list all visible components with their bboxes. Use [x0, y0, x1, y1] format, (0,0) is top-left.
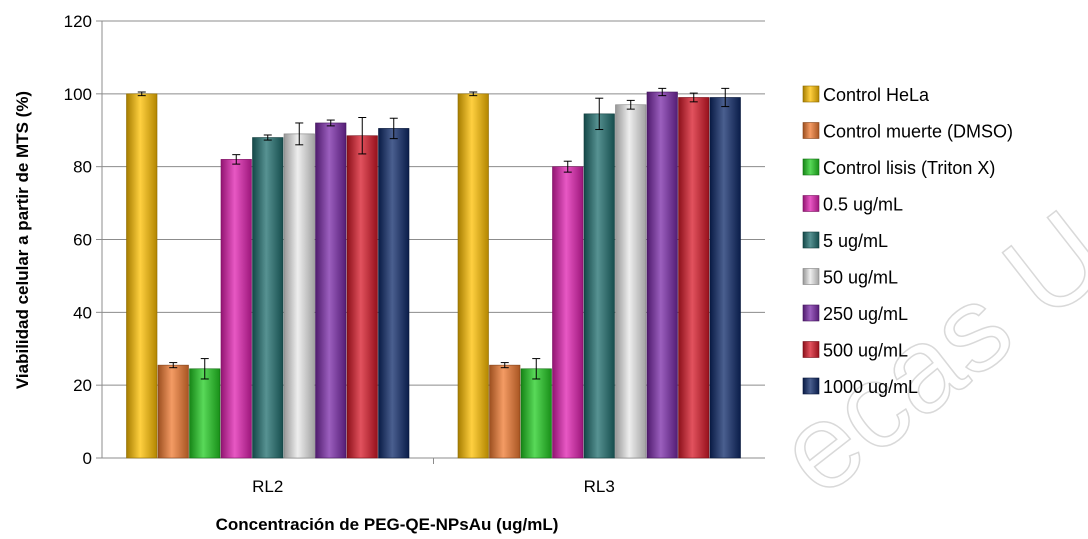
legend-label: Control muerte (DMSO): [823, 122, 1013, 142]
error-bar: [326, 119, 335, 127]
legend-swatch: [802, 268, 820, 285]
error-bar: [169, 362, 178, 369]
x-axis-categories: RL2 RL3: [252, 458, 615, 496]
bar-RL3-Control lisis (Triton X): [520, 368, 552, 459]
bar-RL3-1000 ug/mL: [709, 97, 741, 459]
bar-RL2-Control muerte (DMSO): [157, 364, 189, 459]
y-tick-label: 120: [64, 12, 92, 31]
error-bar: [532, 358, 541, 380]
legend-swatch: [802, 341, 820, 358]
legend-swatch: [802, 231, 820, 249]
bar-RL2-Control lisis (Triton X): [189, 368, 221, 459]
error-bar: [389, 117, 398, 140]
error-bar: [469, 91, 478, 97]
error-bar: [200, 358, 209, 380]
legend-item: Control muerte (DMSO): [802, 122, 1013, 142]
bar-RL2-500 ug/mL: [346, 135, 378, 459]
error-bar: [563, 160, 572, 173]
error-bar: [626, 99, 635, 110]
error-bar: [358, 117, 367, 155]
legend-label: 500 ug/mL: [823, 341, 908, 361]
legend-label: 1000 ug/mL: [823, 377, 918, 397]
error-bar: [137, 91, 146, 97]
error-bar: [500, 362, 509, 369]
error-bar: [232, 154, 241, 165]
legend-label: 50 ug/mL: [823, 268, 898, 288]
error-bar: [263, 134, 272, 141]
legend-swatch: [802, 377, 820, 395]
bar-RL2-1000 ug/mL: [378, 128, 410, 459]
bar-RL3-Control HeLa: [457, 93, 489, 459]
legend-swatch: [802, 304, 820, 322]
error-bar: [595, 97, 604, 131]
error-bar: [721, 87, 730, 108]
y-tick-label: 20: [73, 376, 92, 395]
bar-RL3-50 ug/mL: [615, 104, 647, 459]
bar-RL3-5 ug/mL: [583, 113, 615, 459]
legend-swatch: [802, 122, 820, 139]
legend-item: 1000 ug/mL: [802, 377, 918, 397]
legend-label: Control HeLa: [823, 85, 930, 105]
legend-item: Control lisis (Triton X): [802, 158, 995, 178]
y-tick-label: 0: [83, 449, 92, 468]
legend-item: 50 ug/mL: [802, 268, 898, 288]
legend-item: Control HeLa: [802, 85, 930, 105]
error-bar: [658, 87, 667, 97]
bars: [126, 91, 741, 459]
y-axis-title: Viabilidad celular a partir de MTS (%): [13, 91, 32, 389]
bar-RL2-5 ug/mL: [252, 137, 284, 459]
legend-item: 0.5 ug/mL: [802, 195, 903, 215]
legend-label: Control lisis (Triton X): [823, 158, 995, 178]
error-bar: [295, 122, 304, 146]
bar-RL3-500 ug/mL: [678, 97, 710, 459]
legend-swatch: [802, 85, 820, 103]
legend-item: 500 ug/mL: [802, 341, 908, 361]
bar-RL2-Control HeLa: [126, 93, 158, 459]
x-category-label: RL3: [584, 477, 615, 496]
error-bar: [689, 92, 698, 103]
y-tick-label: 40: [73, 303, 92, 322]
legend: Control HeLa Control muerte (DMSO) Control…: [802, 85, 1013, 397]
bar-RL2-250 ug/mL: [315, 122, 347, 459]
legend-swatch: [802, 158, 820, 176]
x-category-label: RL2: [252, 477, 283, 496]
y-tick-label: 80: [73, 158, 92, 177]
y-tick-label: 60: [73, 231, 92, 250]
legend-item: 5 ug/mL: [802, 231, 888, 251]
x-axis-title: Concentración de PEG-QE-NPsAu (ug/mL): [216, 515, 559, 534]
bar-RL2-0.5 ug/mL: [220, 159, 252, 459]
bar-RL2-50 ug/mL: [283, 133, 315, 459]
bar-RL3-0.5 ug/mL: [552, 166, 584, 459]
error-bars: [137, 87, 730, 380]
legend-label: 0.5 ug/mL: [823, 195, 903, 215]
legend-label: 250 ug/mL: [823, 304, 908, 324]
legend-swatch: [802, 195, 820, 212]
y-tick-label: 100: [64, 85, 92, 104]
legend-label: 5 ug/mL: [823, 231, 888, 251]
bar-RL3-Control muerte (DMSO): [489, 364, 521, 459]
legend-item: 250 ug/mL: [802, 304, 908, 324]
bar-RL3-250 ug/mL: [646, 91, 678, 459]
